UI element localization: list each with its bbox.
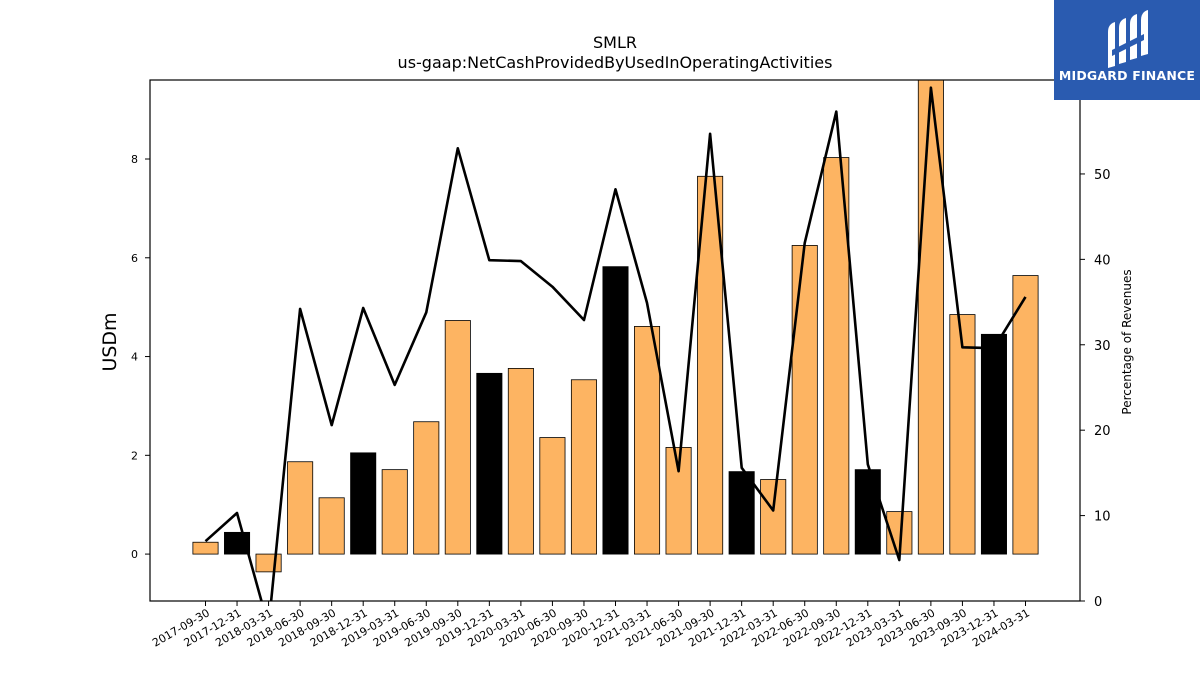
y-tick-label: 0 [131, 548, 138, 561]
bar [602, 266, 629, 555]
y-axis-label: USDm [99, 312, 121, 371]
bar [760, 479, 787, 555]
bar [192, 541, 219, 555]
bar [1012, 275, 1039, 555]
midgard-logo-icon [1108, 10, 1148, 68]
y-tick-label: 6 [131, 252, 138, 265]
bar [539, 437, 566, 555]
bar [413, 421, 440, 555]
y2-tick-label: 0 [1094, 595, 1102, 610]
bar [634, 326, 661, 555]
logo: MIDGARD FINANCE [1054, 0, 1200, 100]
bar [318, 497, 345, 555]
y-tick-label: 4 [131, 351, 138, 364]
logo-text: MIDGARD FINANCE [1058, 68, 1196, 83]
y2-axis-label: Percentage of Revenues [1120, 269, 1134, 414]
y2-tick-label: 10 [1094, 510, 1111, 525]
bar [381, 469, 408, 555]
y2-tick-label: 50 [1094, 168, 1111, 183]
y2-tick-label: 30 [1094, 339, 1111, 354]
y2-tick-label: 40 [1094, 253, 1111, 268]
chart-subtitle: us-gaap:NetCashProvidedByUsedInOperating… [398, 53, 833, 72]
bar [507, 368, 534, 555]
bar [350, 452, 377, 555]
bar [570, 379, 597, 555]
bar [697, 175, 724, 555]
bar [791, 245, 818, 555]
bar [980, 333, 1007, 555]
y-tick-label: 2 [131, 449, 138, 462]
bar [917, 80, 944, 555]
y-tick-label: 8 [131, 153, 138, 166]
series-line [204, 86, 1027, 601]
bar [476, 372, 503, 555]
bar [287, 461, 314, 555]
y2-tick-label: 20 [1094, 424, 1111, 439]
bar [949, 314, 976, 555]
bar [728, 471, 755, 555]
bar [444, 320, 471, 555]
bar [823, 157, 850, 555]
bar [854, 469, 881, 555]
chart-title: SMLR [593, 33, 637, 52]
bar [255, 553, 282, 573]
